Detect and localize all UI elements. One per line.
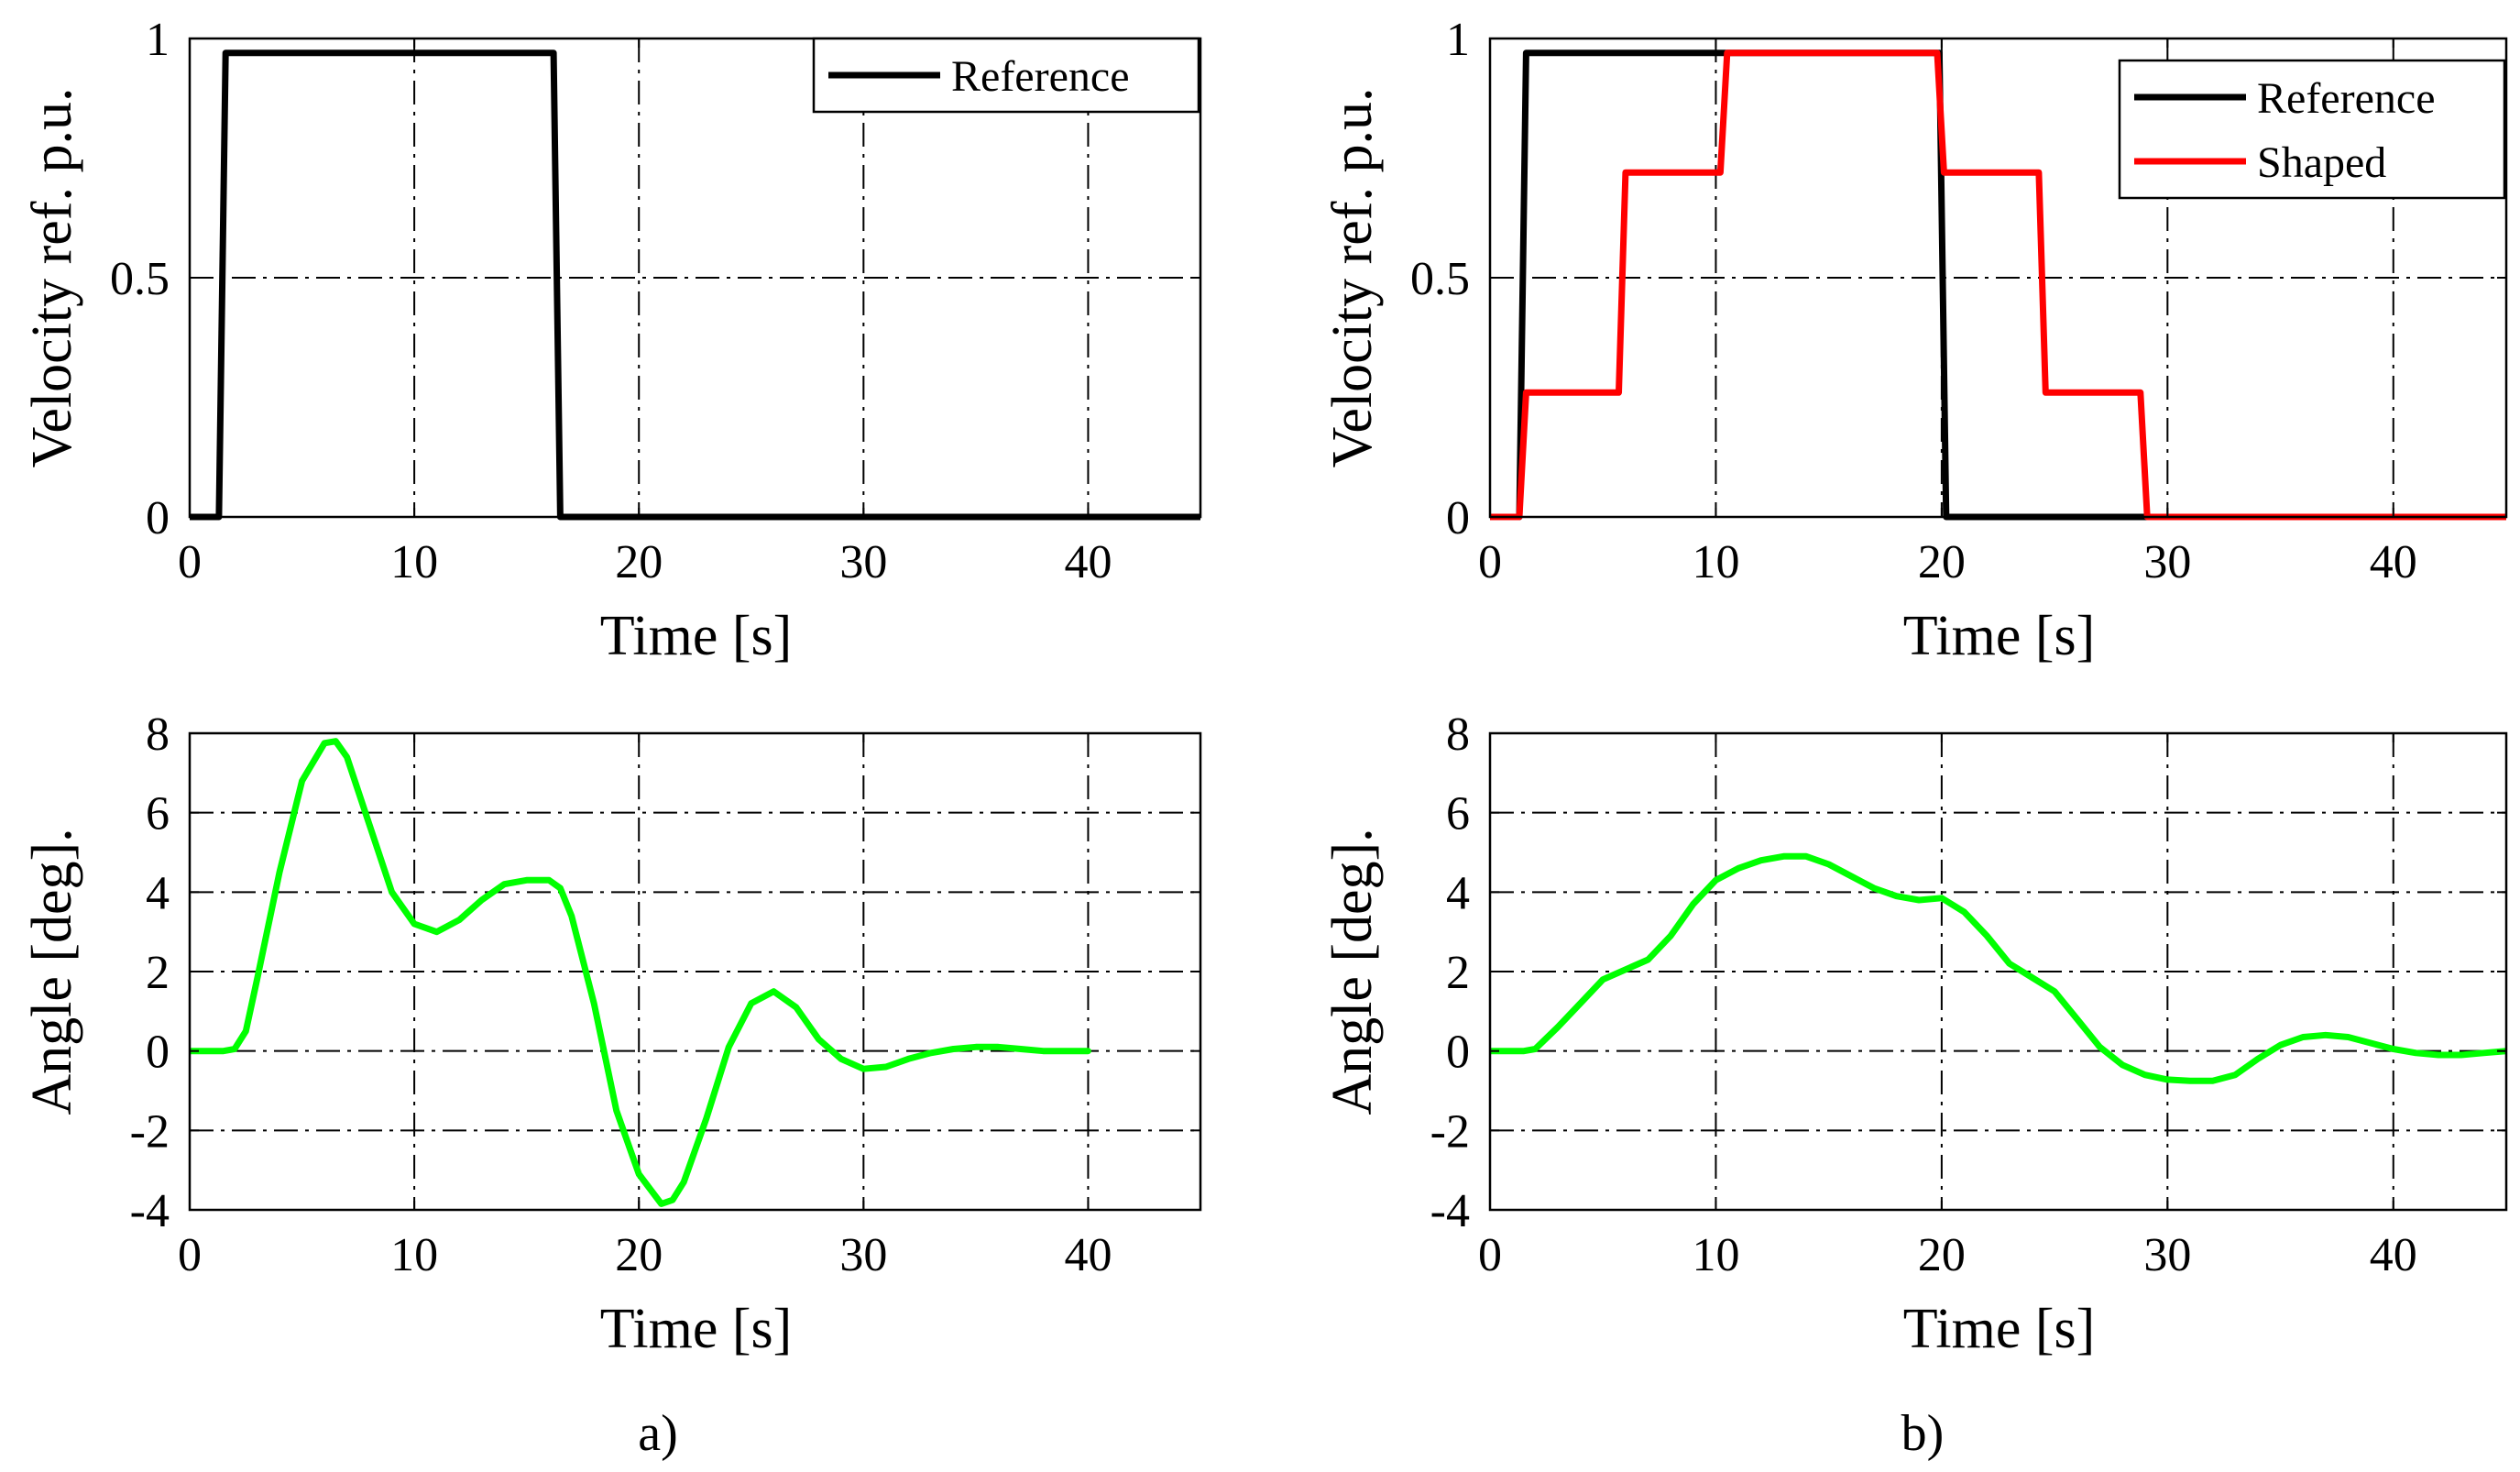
y-tick-label: -4 — [130, 1185, 170, 1237]
y-tick-label: 0 — [146, 1027, 170, 1079]
series-line-angle — [1490, 852, 2506, 1084]
x-tick-label: 40 — [2370, 536, 2417, 588]
legend-box — [2118, 59, 2506, 200]
x-axis-label: Time [s] — [600, 1298, 793, 1360]
x-tick-label: 30 — [839, 536, 887, 588]
x-tick-label: 10 — [1692, 536, 1739, 588]
chart-a-bottom: 0 10 20 30 40 -4 -2 0 2 4 6 8 Time [s] Angle [deg]. — [21, 709, 1202, 1360]
y-tick-label: 0 — [146, 492, 170, 544]
x-tick-label: 0 — [1478, 536, 1502, 588]
y-axis-label: Velocity ref. p.u. — [1321, 88, 1384, 468]
y-tick-label: -4 — [1430, 1185, 1470, 1237]
y-tick-label: 2 — [1446, 947, 1470, 999]
y-tick-label: 4 — [146, 867, 170, 919]
x-tick-label: 40 — [1064, 1229, 1112, 1281]
y-tick-label: 2 — [146, 947, 170, 999]
y-axis-label: Angle [deg]. — [1321, 828, 1384, 1115]
y-tick-label: 6 — [1446, 788, 1470, 840]
y-tick-label: 0.5 — [1410, 253, 1470, 305]
y-tick-label: 0 — [1446, 492, 1470, 544]
panel-label-a: a) — [638, 1405, 678, 1462]
y-tick-label: -2 — [130, 1105, 170, 1158]
x-tick-label: 30 — [2143, 536, 2191, 588]
x-tick-label: 20 — [1918, 1229, 1966, 1281]
y-tick-label: 0 — [1446, 1027, 1470, 1079]
y-tick-label: 0.5 — [110, 253, 170, 305]
x-axis-label: Time [s] — [600, 605, 793, 667]
legend: Reference — [812, 37, 1200, 114]
x-tick-label: 30 — [2143, 1229, 2191, 1281]
y-tick-label: 1 — [1446, 14, 1470, 66]
x-tick-label: 10 — [1692, 1229, 1739, 1281]
series-line-shaped — [1490, 49, 2506, 521]
x-axis-label: Time [s] — [1903, 605, 2096, 667]
series-line-reference — [190, 49, 1200, 521]
y-tick-label: 4 — [1446, 867, 1470, 919]
x-tick-label: 20 — [615, 1229, 663, 1281]
x-tick-label: 10 — [390, 1229, 438, 1281]
x-tick-label: 10 — [390, 536, 438, 588]
y-tick-label: 1 — [146, 14, 170, 66]
y-tick-label: 8 — [146, 709, 170, 761]
x-tick-label: 20 — [1918, 536, 1966, 588]
x-tick-label: 40 — [1064, 536, 1112, 588]
series-line-angle — [190, 738, 1091, 1207]
legend: Reference Shaped — [2118, 59, 2506, 200]
y-axis-label: Velocity ref. p.u. — [21, 88, 83, 468]
x-tick-label: 0 — [178, 536, 202, 588]
chart-b-top: 0 10 20 30 40 0 0.5 1 Time [s] Velocity ref. p.u.… — [1321, 14, 2508, 667]
y-tick-label: 8 — [1446, 709, 1470, 761]
chart-a-top: 0 10 20 30 40 0 0.5 1 Time [s] Velocity ref. p.u.… — [21, 14, 1202, 667]
chart-b-bottom: 0 10 20 30 40 -4 -2 0 2 4 6 8 Time [s] Angle [deg]. — [1321, 709, 2508, 1360]
x-tick-label: 0 — [1478, 1229, 1502, 1281]
y-tick-label: -2 — [1430, 1105, 1470, 1158]
panel-label-b: b) — [1901, 1405, 1945, 1462]
y-tick-label: 6 — [146, 788, 170, 840]
x-tick-label: 0 — [178, 1229, 202, 1281]
x-tick-label: 20 — [615, 536, 663, 588]
y-axis-label: Angle [deg]. — [21, 828, 83, 1115]
legend-label-reference: Reference — [2257, 74, 2436, 123]
legend-label-shaped: Shaped — [2257, 138, 2386, 187]
legend-label-reference: Reference — [951, 52, 1130, 101]
x-axis-label: Time [s] — [1903, 1298, 2096, 1360]
legend-box — [812, 37, 1200, 114]
x-tick-label: 40 — [2370, 1229, 2417, 1281]
x-tick-label: 30 — [839, 1229, 887, 1281]
